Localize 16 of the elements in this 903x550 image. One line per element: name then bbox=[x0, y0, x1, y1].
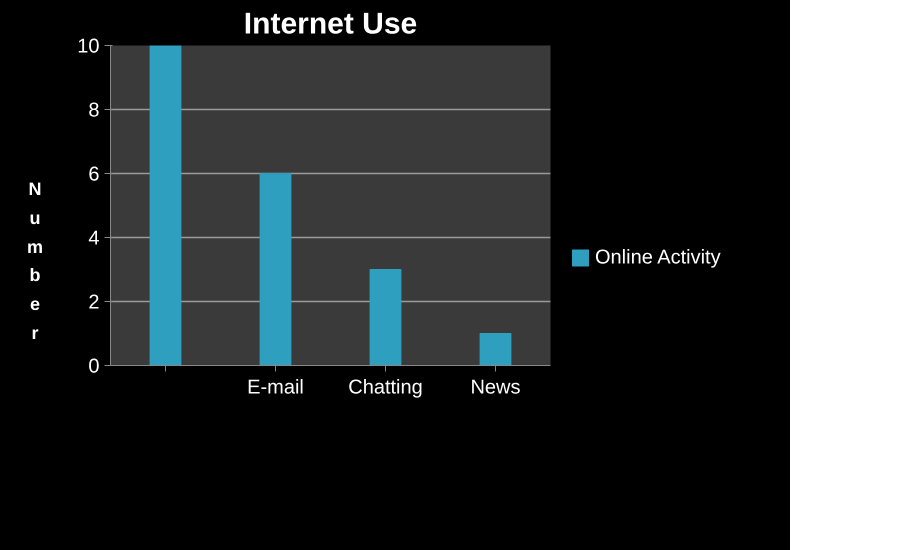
y-tick-label: 2 bbox=[88, 292, 100, 314]
y-tick-label: 10 bbox=[77, 36, 100, 58]
bar bbox=[150, 46, 182, 366]
y-tick-label: 4 bbox=[88, 228, 100, 250]
y-tick-label: 0 bbox=[88, 356, 100, 378]
y-tick-label: 6 bbox=[88, 164, 100, 186]
x-tick-label: Chatting bbox=[348, 376, 423, 398]
y-axis-title: Number bbox=[26, 178, 43, 345]
chart-title: Internet Use bbox=[244, 8, 418, 40]
x-tick-label: E-mail bbox=[247, 376, 304, 398]
bar bbox=[370, 269, 402, 366]
bar bbox=[480, 333, 512, 366]
y-tick-label: 8 bbox=[88, 100, 100, 122]
bar bbox=[260, 173, 292, 366]
legend-label: Online Activity bbox=[595, 246, 721, 269]
x-tick-label: News bbox=[470, 376, 521, 398]
